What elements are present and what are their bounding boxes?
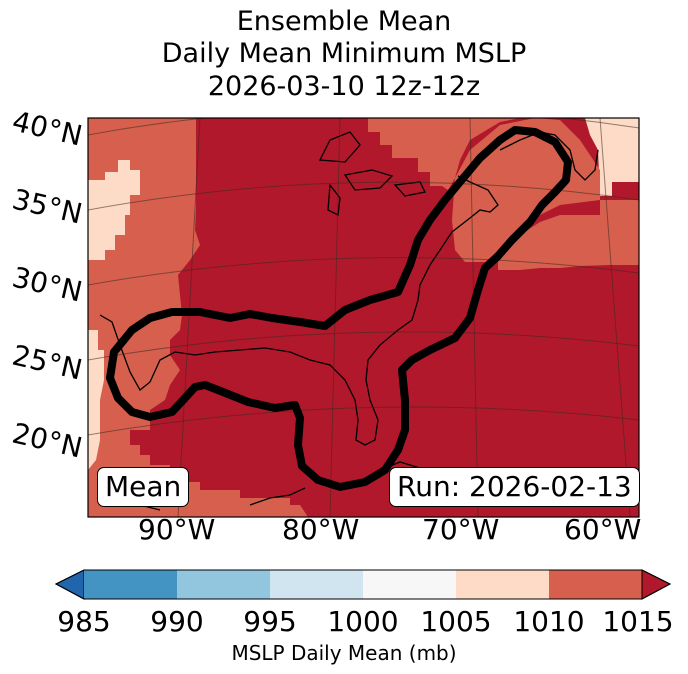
colorbar-segment-985-990 xyxy=(84,570,177,599)
lon-label-60: 60°W xyxy=(564,513,642,546)
field-1005-1010-sw xyxy=(88,330,104,470)
colorbar-segment-1000-1005 xyxy=(363,570,456,599)
colorbar-extend-low xyxy=(54,569,85,600)
colorbar xyxy=(54,569,672,600)
run-label-box: Run: 2026-02-13 xyxy=(389,467,640,507)
colorbar-label: MSLP Daily Mean (mb) xyxy=(231,641,457,665)
colorbar-segment-1010-1015 xyxy=(549,570,642,599)
lon-label-90: 90°W xyxy=(138,513,216,546)
colorbar-segment-1005-1010 xyxy=(456,570,549,599)
map-plot-area xyxy=(88,118,639,517)
lon-label-80: 80°W xyxy=(282,513,360,546)
colorbar-tick-1005: 1005 xyxy=(420,605,492,638)
colorbar-tick-985: 985 xyxy=(57,605,111,638)
highlight-contour xyxy=(106,126,572,491)
title-line-3: 2026-03-10 12z-12z xyxy=(207,71,481,102)
stat-label-box: Mean xyxy=(97,467,190,507)
map-frame xyxy=(87,117,640,518)
colorbar-segment-990-995 xyxy=(177,570,270,599)
field-1005-1010-west xyxy=(88,160,140,260)
colorbar-tick-1010: 1010 xyxy=(513,605,585,638)
title-line-2: Daily Mean Minimum MSLP xyxy=(161,38,527,69)
field-1005-1010-ne xyxy=(585,118,639,196)
colorbar-tick-990: 990 xyxy=(150,605,204,638)
colorbar-tick-1000: 1000 xyxy=(327,605,399,638)
title-line-1: Ensemble Mean xyxy=(236,6,452,37)
lon-label-70: 70°W xyxy=(422,513,500,546)
colorbar-extend-high xyxy=(641,569,672,600)
colorbar-tick-1015: 1015 xyxy=(602,605,674,638)
colorbar-outline xyxy=(54,569,672,600)
colorbar-segment-995-1000 xyxy=(270,570,363,599)
colorbar-tick-995: 995 xyxy=(243,605,297,638)
